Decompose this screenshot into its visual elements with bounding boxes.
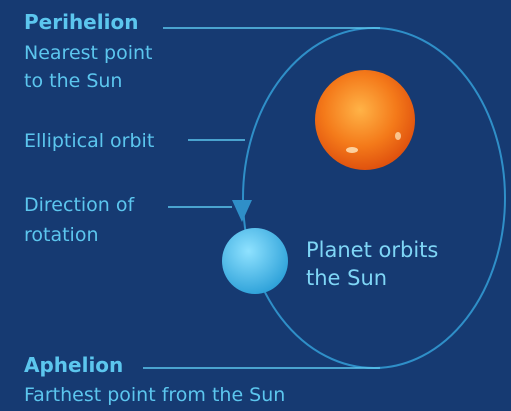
perihelion-description: Nearest point (24, 42, 152, 64)
aphelion-description: Farthest point from the Sun (24, 384, 285, 406)
sun-flare (395, 132, 401, 140)
perihelion-title: Perihelion (24, 10, 138, 34)
planet-label: Planet orbits (306, 238, 438, 262)
perihelion-description: to the Sun (24, 70, 122, 92)
planet (222, 228, 288, 294)
sun-flare (346, 147, 358, 153)
direction-label: Direction of (24, 194, 135, 216)
diagram: Perihelion Nearest point to the Sun Elli… (0, 0, 511, 411)
planet-label: the Sun (306, 266, 387, 290)
aphelion-title: Aphelion (24, 353, 123, 377)
sun (315, 70, 415, 170)
direction-label: rotation (24, 224, 99, 246)
orbit-label: Elliptical orbit (24, 130, 154, 152)
